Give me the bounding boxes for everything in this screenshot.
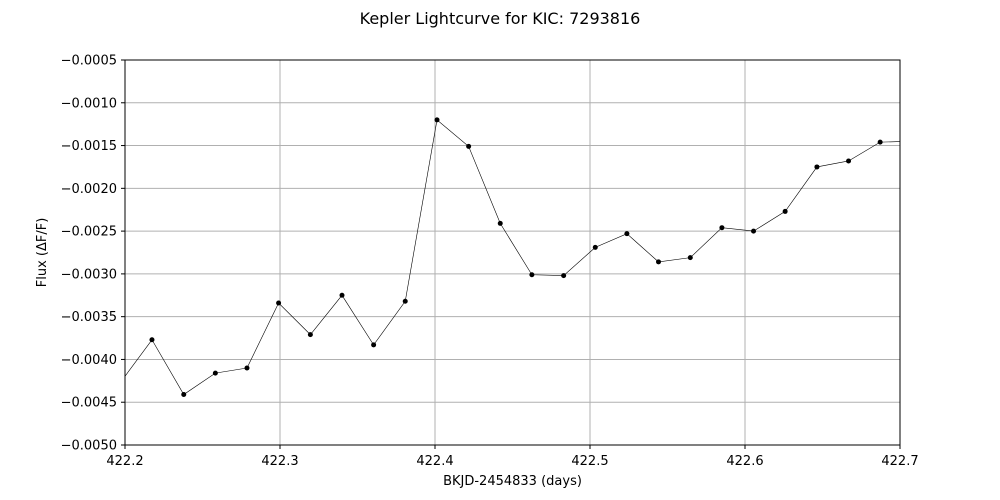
grid: [124, 59, 901, 446]
y-tick-label: −0.0025: [61, 225, 117, 240]
y-axis-label: Flux (ΔF/F): [35, 218, 50, 288]
x-axis-label: BKJD-2454833 (days): [443, 474, 582, 489]
y-tick-label: −0.0050: [61, 439, 117, 454]
data-point: [814, 164, 820, 170]
data-point: [656, 259, 662, 265]
data-point: [402, 298, 408, 304]
x-tick-label: 422.2: [106, 454, 143, 469]
y-tick-label: −0.0020: [61, 182, 117, 197]
y-tick-label: −0.0030: [61, 267, 117, 282]
y-tick-label: −0.0045: [61, 396, 117, 411]
series-line: [125, 119, 900, 395]
x-tick-label: 422.6: [726, 454, 763, 469]
x-tick-label: 422.7: [881, 454, 918, 469]
data-point: [307, 332, 313, 338]
data-point: [434, 117, 440, 123]
data-point: [244, 365, 250, 371]
data-point: [877, 139, 883, 145]
data-point: [276, 300, 282, 306]
axis-ticks: 422.2 422.3 422.4 422.5 422.6 422.7 −0.0050 −0.…: [61, 54, 919, 470]
x-tick-label: 422.5: [571, 454, 608, 469]
data-point: [687, 255, 693, 261]
data-point: [466, 143, 472, 149]
data-point: [529, 272, 535, 278]
y-tick-label: −0.0040: [61, 353, 117, 368]
x-tick-label: 422.3: [261, 454, 298, 469]
data-point: [497, 220, 503, 226]
data-point: [751, 228, 757, 234]
data-point: [181, 392, 187, 398]
data-point: [909, 139, 914, 144]
data-point: [592, 244, 598, 250]
data-point: [339, 292, 345, 298]
data-point: [212, 370, 218, 376]
data-point: [371, 342, 377, 348]
data-point: [118, 380, 123, 385]
series-data: [118, 117, 914, 398]
y-tick-label: −0.0005: [61, 54, 117, 69]
plot-frame: [124, 59, 901, 446]
data-point: [846, 158, 852, 164]
data-point: [149, 337, 155, 343]
chart-title: Kepler Lightcurve for KIC: 7293816: [360, 9, 641, 28]
data-point: [782, 208, 788, 214]
data-point: [624, 231, 630, 237]
y-tick-label: −0.0010: [61, 96, 117, 111]
data-point: [561, 273, 567, 279]
x-tick-label: 422.4: [416, 454, 453, 469]
y-tick-label: −0.0035: [61, 310, 117, 325]
y-tick-label: −0.0015: [61, 139, 117, 154]
data-point: [719, 225, 725, 231]
